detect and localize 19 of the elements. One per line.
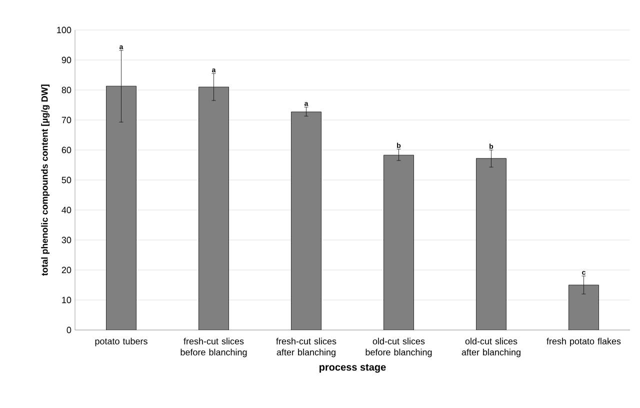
x-axis-title: process stage [320,364,386,373]
y-tick-label: 0 [66,326,72,334]
x-tick-label: potato tubers [95,338,148,346]
y-tick-label: 50 [62,176,72,184]
y-tick-label: 70 [62,116,72,124]
x-tick-label: fresh-cut slices after blanching [276,338,336,358]
y-tick-label: 30 [62,236,72,244]
y-tick-label: 80 [62,86,72,94]
y-tick-label: 20 [62,266,72,274]
y-tick-label: 90 [62,56,72,64]
x-tick-label: old-cut slices after blanching [462,338,520,358]
y-axis-title: total phenolic compounds content [µg/g DW] [41,84,50,276]
y-tick-label: 60 [62,146,72,154]
x-tick-label: fresh-cut slices before blanching [180,338,247,358]
x-tick-label: old-cut slices before blanching [366,338,432,358]
y-tick-label: 10 [62,296,72,304]
y-tick-label: 100 [57,26,72,34]
y-tick-label: 40 [62,206,72,214]
x-tick-label: fresh potato flakes [546,338,621,346]
